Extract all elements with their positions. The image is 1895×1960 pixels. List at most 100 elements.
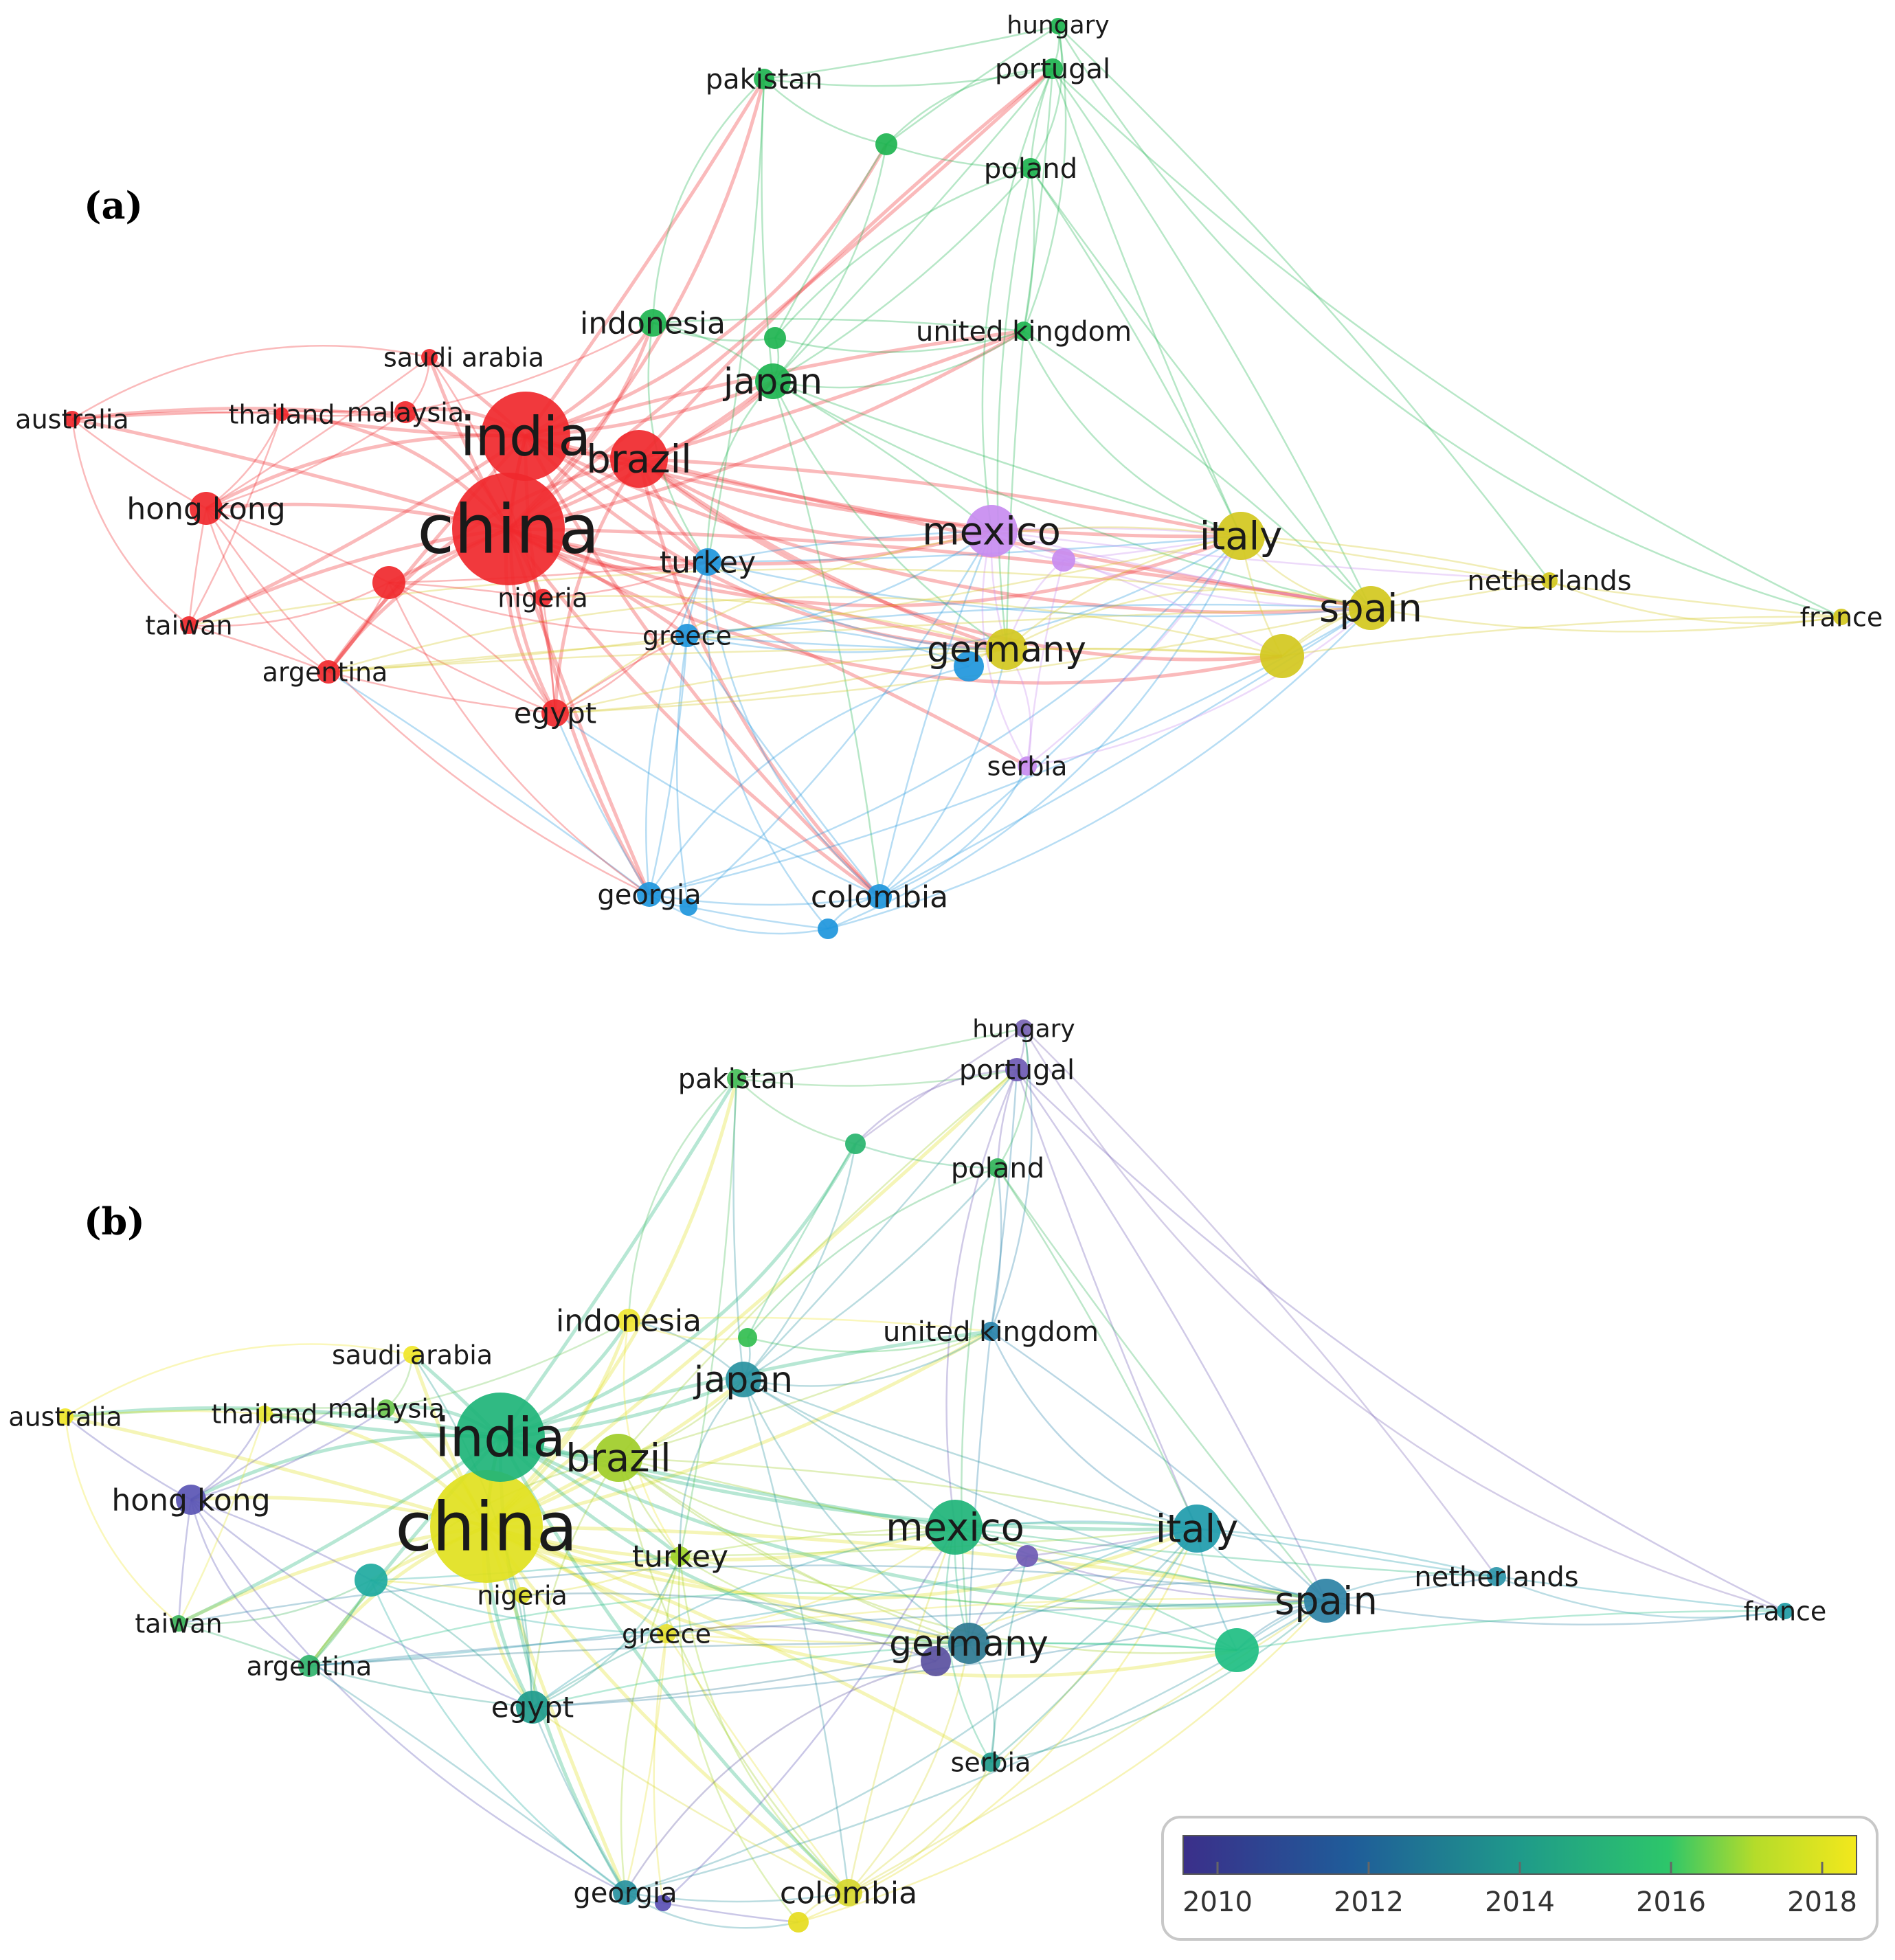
link-spain-taiwan (188, 567, 1371, 627)
node-argentina[interactable] (317, 660, 340, 684)
node-brazil[interactable] (594, 1434, 642, 1482)
node-unlabeled-7[interactable] (1215, 1628, 1259, 1672)
node-argentina[interactable] (298, 1655, 320, 1677)
node-saudi-arabia[interactable] (421, 349, 438, 365)
link-malaysia-thailand (281, 411, 406, 417)
node-unlabeled-5[interactable] (788, 1912, 809, 1933)
node-greece[interactable] (657, 1624, 676, 1643)
node-unlabeled-7[interactable] (1260, 634, 1304, 678)
node-germany[interactable] (986, 629, 1027, 670)
node-serbia[interactable] (1018, 756, 1037, 776)
node-germany-blue[interactable] (954, 651, 984, 682)
node-unlabeled-1[interactable] (355, 1564, 388, 1597)
node-india[interactable] (456, 1393, 545, 1482)
node-spain[interactable] (1349, 586, 1393, 630)
link-georgia-egypt (554, 712, 651, 895)
node-india[interactable] (481, 392, 570, 481)
node-unlabeled-1[interactable] (372, 566, 405, 599)
link-italy-germany (968, 1527, 1198, 1644)
link-nigeria-unlabeled-1 (388, 581, 543, 599)
node-australia[interactable] (57, 1408, 74, 1425)
node-italy[interactable] (1173, 1505, 1221, 1553)
node-spain[interactable] (1304, 1579, 1348, 1623)
node-mexico[interactable] (928, 1500, 983, 1555)
link-hong-kong-argentina (190, 1499, 310, 1667)
node-poland[interactable] (988, 1158, 1007, 1178)
node-germany[interactable] (948, 1623, 989, 1664)
link-china-united-kingdom (486, 1329, 992, 1529)
link-hong-kong-unlabeled-1 (190, 1498, 372, 1581)
link-india-colombia (498, 1436, 850, 1894)
node-unlabeled-2[interactable] (875, 133, 897, 155)
node-indonesia[interactable] (617, 1309, 640, 1332)
node-china[interactable] (430, 1470, 543, 1583)
link-spain-france (1370, 607, 1842, 633)
node-hungary[interactable] (1050, 18, 1066, 34)
node-unlabeled-6[interactable] (1052, 548, 1075, 572)
node-serbia[interactable] (981, 1753, 1000, 1772)
node-united-kingdom[interactable] (1014, 322, 1033, 341)
node-unlabeled-6[interactable] (1016, 1545, 1038, 1567)
node-unlabeled-4[interactable] (655, 1895, 671, 1911)
node-thailand[interactable] (256, 1406, 273, 1422)
node-poland[interactable] (1020, 158, 1041, 179)
node-saudi-arabia[interactable] (403, 1346, 421, 1364)
node-georgia[interactable] (613, 1880, 638, 1905)
node-brazil[interactable] (610, 430, 668, 488)
link-turkey-unlabeled-5 (706, 561, 829, 930)
node-label-australia: australia (8, 1401, 122, 1432)
link-united-kingdom-poland (1022, 168, 1035, 332)
node-italy[interactable] (1217, 512, 1265, 560)
node-nigeria[interactable] (534, 589, 552, 607)
node-france[interactable] (1777, 1603, 1793, 1619)
node-china[interactable] (452, 473, 565, 585)
node-malaysia[interactable] (394, 401, 416, 423)
node-hong-kong[interactable] (176, 1485, 206, 1515)
node-unlabeled-3[interactable] (764, 327, 786, 349)
node-thailand[interactable] (275, 407, 289, 421)
link-egypt-nigeria (541, 597, 557, 714)
node-australia[interactable] (64, 411, 80, 427)
node-united-kingdom[interactable] (981, 1322, 1000, 1341)
node-egypt[interactable] (541, 699, 569, 727)
node-hungary[interactable] (1015, 1020, 1033, 1037)
node-greece[interactable] (675, 624, 699, 647)
link-turkey-unlabeled-5 (677, 1555, 799, 1923)
node-nigeria[interactable] (514, 1587, 530, 1603)
node-japan[interactable] (726, 1362, 761, 1397)
link-greece-colombia (665, 1633, 849, 1893)
node-turkey[interactable] (694, 548, 721, 576)
node-portugal[interactable] (1005, 1058, 1029, 1081)
node-hong-kong[interactable] (190, 492, 223, 525)
node-label-poland: poland (951, 1153, 1044, 1184)
node-unlabeled-3[interactable] (738, 1328, 757, 1347)
link-spain-argentina (328, 607, 1371, 673)
node-taiwan[interactable] (180, 616, 198, 634)
node-unlabeled-2[interactable] (845, 1134, 866, 1154)
link-colombia-serbia (879, 765, 1029, 898)
legend-tick-label-2018: 2018 (1787, 1886, 1857, 1918)
node-portugal[interactable] (1042, 58, 1063, 79)
node-egypt[interactable] (516, 1691, 549, 1724)
link-brazil-mexico (618, 1456, 956, 1536)
node-unlabeled-4[interactable] (680, 898, 697, 916)
node-turkey[interactable] (671, 1546, 690, 1566)
node-netherlands[interactable] (1541, 572, 1558, 589)
link-georgia-italy (649, 535, 1242, 896)
node-georgia[interactable] (637, 882, 662, 907)
node-japan[interactable] (755, 363, 791, 399)
node-colombia[interactable] (835, 1879, 862, 1906)
node-france[interactable] (1833, 609, 1850, 625)
node-netherlands[interactable] (1487, 1567, 1506, 1586)
node-pakistan[interactable] (727, 1069, 746, 1088)
node-pakistan[interactable] (754, 69, 774, 89)
node-malaysia[interactable] (377, 1399, 395, 1417)
link-china-colombia (506, 528, 881, 899)
link-brazil-unlabeled-7 (618, 1457, 1237, 1654)
node-colombia[interactable] (867, 884, 892, 909)
node-taiwan[interactable] (170, 1615, 187, 1632)
node-unlabeled-5[interactable] (818, 919, 838, 939)
node-indonesia[interactable] (639, 309, 666, 337)
node-mexico[interactable] (965, 505, 1018, 557)
node-germany-blue[interactable] (921, 1646, 951, 1676)
